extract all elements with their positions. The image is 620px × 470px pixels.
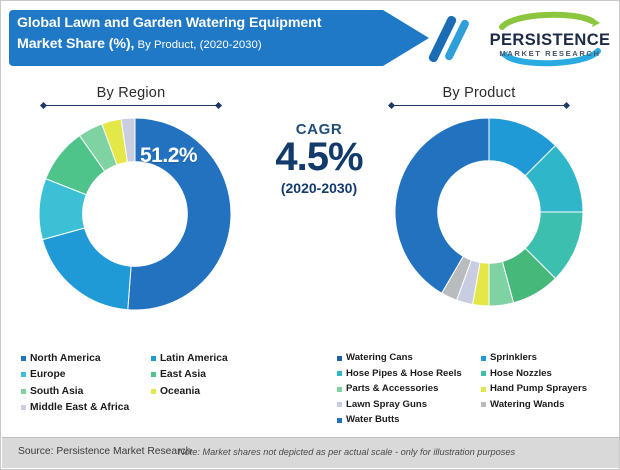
- legend-item: Hose Pipes & Hose Reels: [337, 367, 481, 380]
- footer-source: Source: Persistence Market Research: [18, 446, 192, 457]
- logo-icon: PERSISTENCE MARKET RESEARCH: [490, 11, 611, 67]
- legend-swatch-icon: [337, 402, 342, 408]
- legend-item-label: North America: [30, 353, 101, 364]
- section-heading-region: By Region: [39, 85, 223, 110]
- donut-slice: [41, 227, 132, 311]
- donut-region-slices: [38, 117, 232, 311]
- legend-item: Oceania: [151, 386, 281, 397]
- page-title-line2: Market Share (%), By Product, (2020-2030…: [17, 33, 377, 54]
- legend-item: Watering Wands: [481, 398, 601, 411]
- legend-item: North America: [21, 353, 151, 364]
- legend-swatch-icon: [337, 386, 342, 392]
- legend-item: Parts & Accessories: [337, 384, 481, 395]
- legend-item-label: Watering Wands: [490, 398, 565, 410]
- rule-line: [393, 105, 565, 107]
- legend-swatch-icon: [21, 372, 26, 378]
- legend-item-label: Oceania: [160, 385, 201, 397]
- legend-item-label: Hose Pipes & Hose Reels: [346, 367, 462, 379]
- legend-item-label: Hand Pump Sprayers: [490, 383, 588, 395]
- rule-endpoint-right-icon: [562, 101, 571, 110]
- legend-item: Lawn Spray Guns: [337, 398, 481, 411]
- legend-swatch-icon: [21, 356, 26, 362]
- legend-swatch-icon: [151, 388, 156, 394]
- donut-chart-by-region: [35, 114, 235, 314]
- title-banner: [9, 10, 429, 66]
- donut-product-svg: [394, 117, 584, 307]
- cagr-value: 4.5%: [275, 135, 363, 179]
- cagr-callout: CAGR 4.5% (2020-2030): [254, 121, 384, 196]
- section-heading-rule: [387, 101, 571, 110]
- section-heading-region-label: By Region: [96, 85, 166, 101]
- legend-by-region: North America Latin America Europe East Asi…: [21, 353, 281, 413]
- footer: Source: Persistence Market Research Note…: [2, 437, 619, 468]
- cagr-label: CAGR: [295, 121, 343, 138]
- legend-swatch-icon: [337, 417, 342, 423]
- svg-text:MARKET RESEARCH: MARKET RESEARCH: [499, 49, 600, 58]
- legend-item: South Asia: [21, 386, 151, 397]
- legend-swatch-icon: [151, 372, 156, 378]
- legend-swatch-icon: [481, 371, 486, 377]
- legend-item-label: South Asia: [30, 385, 84, 397]
- legend-by-product: Watering Cans Sprinklers Hose Pipes & Hose…: [337, 352, 601, 426]
- legend-item: East Asia: [151, 369, 281, 380]
- legend-item-label: Latin America: [160, 353, 228, 364]
- legend-item-label: East Asia: [160, 369, 206, 381]
- legend-swatch-icon: [21, 388, 26, 394]
- legend-item: Middle East & Africa: [21, 402, 151, 413]
- legend-item-label: Sprinklers: [490, 352, 537, 363]
- page-title-line1: Global Lawn and Garden Watering Equipmen…: [17, 15, 322, 31]
- legend-item: Latin America: [151, 353, 281, 364]
- legend-item-label: Watering Cans: [346, 352, 413, 363]
- legend-item: Sprinklers: [481, 352, 601, 364]
- section-heading-rule: [39, 101, 223, 110]
- legend-item-label: Hose Nozzles: [490, 367, 552, 379]
- donut-chart-by-product: [391, 114, 587, 310]
- donut-slice: [127, 117, 232, 311]
- donut-slice: [120, 117, 136, 163]
- persistence-market-research-logo: PERSISTENCE MARKET RESEARCH: [488, 9, 612, 69]
- legend-item-label: Europe: [30, 369, 66, 381]
- legend-swatch-icon: [481, 386, 486, 392]
- cagr-period: (2020-2030): [280, 180, 358, 197]
- slice-label-north-america: 51.2%: [140, 144, 198, 167]
- rule-line: [45, 105, 217, 107]
- legend-item-label: Lawn Spray Guns: [346, 398, 428, 410]
- legend-item: Water Butts: [337, 415, 481, 426]
- section-heading-product: By Product: [387, 85, 571, 110]
- legend-swatch-icon: [481, 355, 486, 361]
- page-title: Global Lawn and Garden Watering Equipmen…: [17, 14, 377, 54]
- rule-endpoint-right-icon: [214, 101, 223, 110]
- page-title-line2-bold: Market Share (%),: [17, 35, 135, 52]
- legend-swatch-icon: [481, 402, 486, 408]
- footer-note: Note: Market shares not depicted as per …: [178, 447, 516, 457]
- donut-slice: [394, 117, 490, 294]
- donut-product-slices: [394, 117, 584, 307]
- page-title-line2-rest: By Product, (2020-2030): [134, 38, 262, 51]
- legend-swatch-icon: [337, 355, 342, 361]
- legend-item: Hand Pump Sprayers: [481, 384, 601, 395]
- header: Global Lawn and Garden Watering Equipmen…: [1, 1, 619, 79]
- svg-text:PERSISTENCE: PERSISTENCE: [490, 31, 611, 49]
- donut-region-svg: [38, 117, 232, 311]
- legend-swatch-icon: [337, 371, 342, 377]
- section-heading-product-label: By Product: [442, 85, 516, 101]
- legend-item-label: Water Butts: [346, 414, 400, 426]
- legend-item: Europe: [21, 369, 151, 380]
- legend-item: Watering Cans: [337, 352, 481, 364]
- legend-item-label: Parts & Accessories: [346, 383, 439, 395]
- legend-swatch-icon: [21, 405, 26, 411]
- legend-item-label: Middle East & Africa: [30, 401, 130, 413]
- legend-item: Hose Nozzles: [481, 367, 601, 380]
- legend-swatch-icon: [151, 356, 156, 362]
